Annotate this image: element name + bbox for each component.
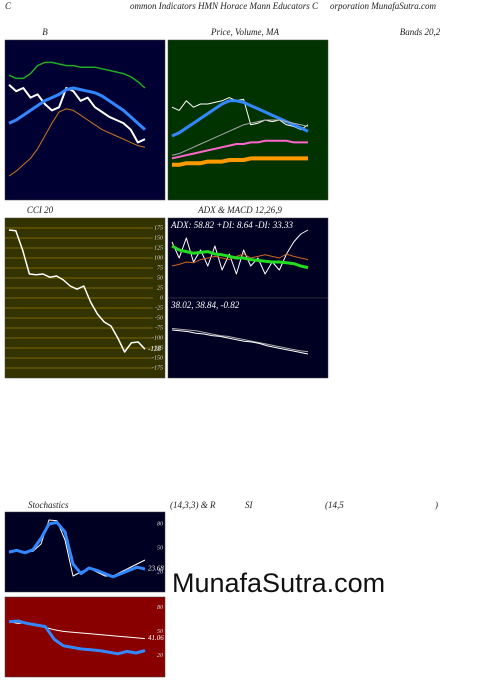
chart-title: CCI 20	[27, 205, 54, 215]
y-tick-label: 0	[160, 295, 163, 301]
y-tick-label: -50	[155, 315, 163, 321]
row-heading: (14,3,3) & R	[170, 500, 216, 510]
series-line	[171, 244, 309, 270]
series-line	[171, 229, 309, 275]
panel	[4, 511, 166, 593]
row-heading: Stochastics	[28, 500, 69, 510]
annotation: ADX: 58.82 +DI: 8.64 -DI: 33.33	[170, 220, 294, 230]
y-tick-label: 80	[157, 605, 163, 611]
value-label: -128	[148, 345, 161, 353]
y-tick-label: 150	[154, 235, 163, 241]
y-tick-label: 75	[157, 265, 163, 271]
series-line	[171, 119, 309, 156]
y-tick-label: 50	[157, 545, 163, 551]
value-label: 23.68	[148, 565, 164, 573]
panel	[167, 297, 329, 379]
panel	[4, 39, 166, 201]
chart-subtitle: Bands 20,2	[400, 27, 441, 37]
row-heading: )	[434, 500, 438, 510]
header-middle: ommon Indicators HMN Horace Mann Educato…	[130, 1, 319, 11]
series-line	[171, 97, 309, 131]
chart-title: Price, Volume, MA	[210, 27, 279, 37]
y-tick-label: -75	[155, 325, 163, 331]
series-line	[171, 327, 309, 353]
header-left: C	[5, 1, 12, 11]
y-tick-label: 20	[157, 653, 163, 659]
series-line	[171, 329, 309, 355]
series-line	[8, 61, 146, 89]
chart-title: ADX & MACD 12,26,9	[197, 205, 282, 215]
series-line	[172, 156, 308, 167]
y-tick-label: 80	[157, 521, 163, 527]
series-line	[171, 253, 309, 267]
panel	[4, 596, 166, 678]
series-line	[8, 520, 146, 579]
y-tick-label: -150	[152, 355, 163, 361]
series-line	[171, 139, 308, 160]
y-tick-label: 25	[157, 285, 163, 291]
series-line	[8, 229, 146, 353]
chart-title: B	[42, 27, 48, 37]
y-tick-label: -100	[152, 335, 163, 341]
y-tick-label: 100	[154, 255, 163, 261]
y-tick-label: -175	[152, 365, 163, 371]
y-tick-label: -125	[152, 345, 163, 351]
watermark: MunafaSutra.com	[172, 568, 385, 598]
value-label: 41.06	[148, 634, 164, 642]
series-line	[8, 84, 146, 144]
row-heading: SI	[245, 500, 254, 510]
y-tick-label: -25	[155, 305, 163, 311]
series-line	[8, 619, 146, 656]
panel	[167, 39, 329, 201]
y-tick-label: 50	[157, 275, 163, 281]
annotation: 38.02, 38.84, -0.82	[170, 300, 240, 310]
y-tick-label: 20	[157, 569, 163, 575]
y-tick-label: 50	[157, 629, 163, 635]
series-line	[8, 108, 146, 177]
series-line	[8, 86, 146, 131]
y-tick-label: 175	[154, 225, 163, 231]
row-heading: (14,5	[325, 500, 344, 510]
y-tick-label: 125	[154, 245, 163, 251]
header-right: orporation MunafaSutra.com	[330, 1, 437, 11]
